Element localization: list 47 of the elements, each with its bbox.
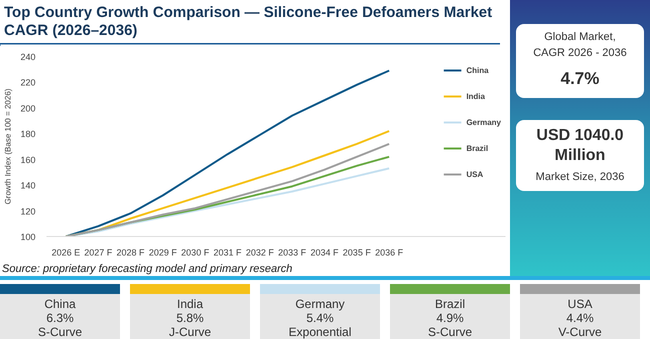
text: V-Curve bbox=[557, 325, 603, 339]
y-tick-label: 220 bbox=[20, 78, 36, 88]
y-tick-label: 160 bbox=[20, 154, 36, 165]
y-axis-title: Growth Index (Base 100 = 2026) bbox=[3, 88, 12, 204]
category-label: Germany bbox=[294, 297, 346, 311]
text: 5.8% bbox=[176, 311, 204, 325]
legend-label: India bbox=[466, 92, 486, 100]
x-tick-label: 2027 F bbox=[84, 248, 113, 258]
y-tick-label: 140 bbox=[20, 180, 36, 191]
x-tick-label: 2030 F bbox=[181, 248, 210, 258]
line-series bbox=[64, 70, 390, 236]
legend-label: Brazil bbox=[466, 144, 488, 152]
x-tick-label: 2033 F bbox=[278, 248, 307, 258]
x-tick-label: 2029 F bbox=[148, 248, 178, 258]
x-tick-label: 2031 F bbox=[214, 248, 242, 258]
y-tick-label: 200 bbox=[20, 103, 36, 114]
y-tick-label: 100 bbox=[20, 232, 36, 242]
text: 5.4% bbox=[306, 311, 334, 325]
legend-label: China bbox=[466, 66, 489, 74]
text: J-Curve bbox=[168, 325, 212, 339]
x-tick-label: 2032 F bbox=[246, 248, 274, 258]
x-tick-label: 2034 F bbox=[310, 248, 339, 258]
x-tick-label: 2028 F bbox=[116, 248, 146, 258]
x-tick-label: 2026 E bbox=[52, 248, 80, 258]
y-tick-label: 240 bbox=[20, 52, 36, 62]
text: Exponential bbox=[288, 325, 352, 339]
legend-label: USA bbox=[466, 170, 484, 178]
source-note: Source: proprietary forecasting model and primary research bbox=[1, 263, 292, 275]
text: Market Size, 2036 bbox=[534, 170, 626, 185]
x-tick-label: 2036 F bbox=[375, 248, 404, 258]
y-tick-label: 180 bbox=[20, 129, 36, 140]
category-label: Brazil bbox=[434, 297, 466, 311]
text: 4.7% bbox=[560, 68, 600, 90]
chart-title: Top Country Growth Comparison — Silicone-Free Defoamers Market CAGR (2026–2036) bbox=[0, 0, 500, 46]
y-tick-label: 120 bbox=[20, 206, 36, 216]
text: S-Curve bbox=[426, 325, 473, 339]
text: S-Curve bbox=[36, 325, 83, 339]
x-tick-label: 2035 F bbox=[342, 248, 372, 258]
category-label: India bbox=[176, 297, 204, 311]
category-label: USA bbox=[566, 297, 594, 311]
category-label: China bbox=[43, 297, 77, 311]
text: 4.4% bbox=[566, 311, 594, 325]
text: Global Market, CAGR 2026 - 2036 bbox=[532, 30, 628, 61]
text: 4.9% bbox=[436, 311, 464, 325]
text: 6.3% bbox=[46, 311, 74, 325]
legend-label: Germany bbox=[466, 118, 501, 126]
text: USD 1040.0 Million bbox=[535, 126, 625, 166]
